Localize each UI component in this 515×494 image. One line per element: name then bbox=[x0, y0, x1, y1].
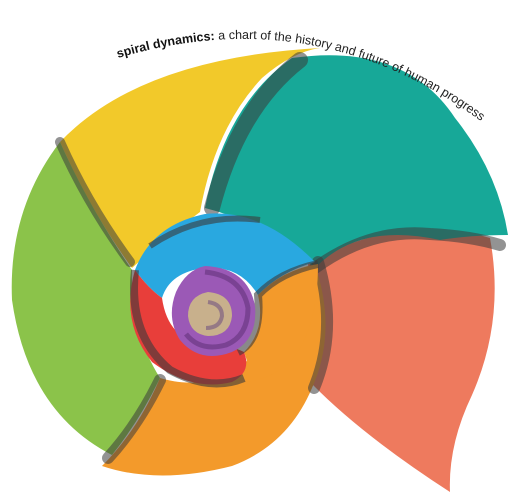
spiral-segment-orange bbox=[102, 262, 326, 476]
spiral-shadow-bands bbox=[55, 52, 506, 464]
spiral-center-curl bbox=[205, 300, 225, 330]
title-bold: spiral dynamics: bbox=[115, 29, 215, 61]
spiral-segment-yellow bbox=[60, 48, 320, 268]
spiral-segment-coral bbox=[308, 229, 495, 492]
spiral-segment-green bbox=[11, 142, 161, 455]
spiral-inner-rings bbox=[130, 215, 319, 388]
spiral-segment-blue bbox=[135, 213, 315, 298]
spiral-purple-ring bbox=[184, 269, 251, 350]
spiral-segment-beige bbox=[188, 292, 232, 336]
spiral-segment-teal bbox=[205, 55, 508, 268]
